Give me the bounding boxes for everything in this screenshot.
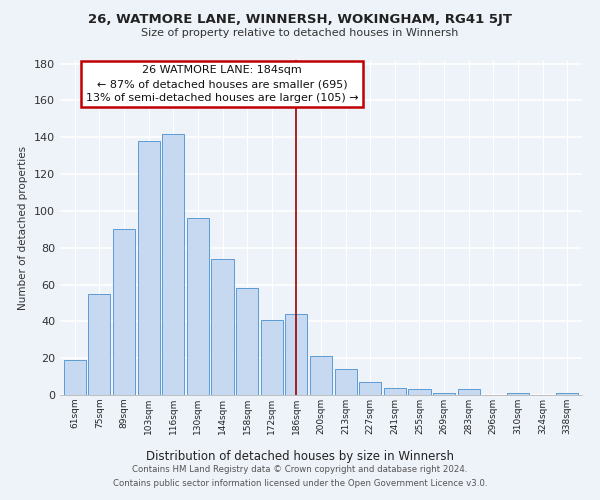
Bar	[384, 388, 406, 395]
Bar	[236, 288, 258, 395]
Bar	[409, 390, 431, 395]
Bar	[162, 134, 184, 395]
Bar	[285, 314, 307, 395]
Bar	[335, 369, 357, 395]
Text: Distribution of detached houses by size in Winnersh: Distribution of detached houses by size …	[146, 450, 454, 463]
Text: 26, WATMORE LANE, WINNERSH, WOKINGHAM, RG41 5JT: 26, WATMORE LANE, WINNERSH, WOKINGHAM, R…	[88, 12, 512, 26]
Y-axis label: Number of detached properties: Number of detached properties	[19, 146, 28, 310]
Bar	[260, 320, 283, 395]
Bar	[556, 393, 578, 395]
Bar	[137, 141, 160, 395]
Text: Size of property relative to detached houses in Winnersh: Size of property relative to detached ho…	[142, 28, 458, 38]
Text: 26 WATMORE LANE: 184sqm
← 87% of detached houses are smaller (695)
13% of semi-d: 26 WATMORE LANE: 184sqm ← 87% of detache…	[86, 65, 358, 103]
Bar	[187, 218, 209, 395]
Bar	[359, 382, 382, 395]
Bar	[64, 360, 86, 395]
Bar	[433, 393, 455, 395]
Bar	[310, 356, 332, 395]
Bar	[211, 259, 233, 395]
Bar	[458, 390, 480, 395]
Bar	[113, 230, 135, 395]
Bar	[507, 393, 529, 395]
Text: Contains HM Land Registry data © Crown copyright and database right 2024.
Contai: Contains HM Land Registry data © Crown c…	[113, 466, 487, 487]
Bar	[88, 294, 110, 395]
